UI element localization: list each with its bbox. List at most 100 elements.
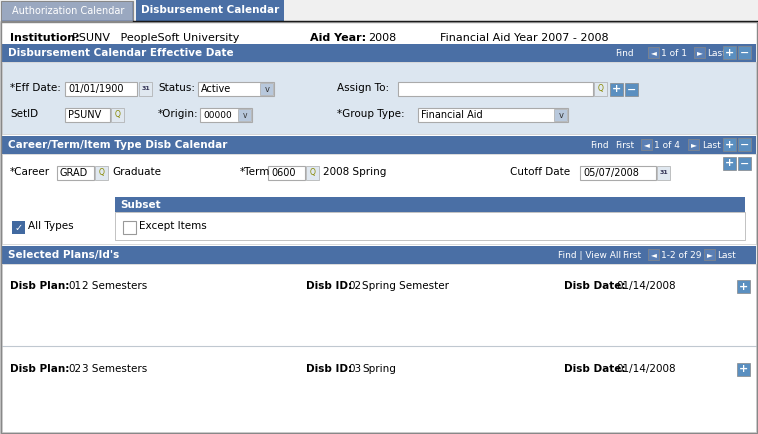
Text: +: + [739, 365, 748, 375]
Text: Aid Year:: Aid Year: [310, 33, 366, 43]
Text: Authorization Calendar: Authorization Calendar [12, 6, 124, 16]
Bar [306, 166, 319, 180]
Bar [723, 157, 736, 170]
Text: ✓: ✓ [14, 223, 23, 233]
Bar [594, 82, 607, 96]
Bar [268, 166, 305, 180]
Bar [57, 166, 94, 180]
Text: 2008 Spring: 2008 Spring [323, 167, 387, 177]
Text: Disb Plan:: Disb Plan: [10, 364, 70, 374]
Text: First: First [615, 141, 634, 149]
Bar [737, 363, 750, 376]
Text: Q: Q [309, 168, 315, 178]
Text: *Group Type:: *Group Type: [337, 109, 405, 119]
Text: −: − [627, 85, 636, 95]
Text: ◄: ◄ [650, 250, 656, 259]
Text: Status:: Status: [158, 83, 195, 93]
Text: ►: ► [691, 140, 697, 149]
Text: Disbursement Calendar: Disbursement Calendar [141, 5, 279, 15]
Text: ◄: ◄ [650, 48, 656, 57]
Bar [111, 108, 124, 122]
Text: Last: Last [707, 49, 725, 57]
Text: Disb Date:: Disb Date: [564, 364, 625, 374]
Bar [554, 109, 567, 121]
Text: Find: Find [615, 49, 634, 57]
Text: SetID: SetID [10, 109, 38, 119]
Text: Find | View All: Find | View All [558, 250, 621, 260]
Text: Institution:: Institution: [10, 33, 80, 43]
Bar [625, 83, 638, 96]
Bar [65, 108, 110, 122]
Text: Q: Q [99, 168, 105, 178]
Text: All Types: All Types [28, 221, 74, 231]
Text: 31: 31 [659, 171, 668, 175]
Text: −: − [740, 158, 749, 168]
Bar [641, 139, 652, 150]
Bar [738, 46, 751, 59]
Bar [1, 1, 133, 21]
Text: Subset: Subset [120, 200, 161, 210]
Text: PSUNV: PSUNV [68, 110, 102, 120]
Text: Disb Date:: Disb Date: [564, 281, 625, 291]
Text: 01/14/2008: 01/14/2008 [616, 281, 675, 291]
Text: Assign To:: Assign To: [337, 83, 389, 93]
Bar [694, 47, 705, 58]
Text: 2008: 2008 [368, 33, 396, 43]
Text: +: + [725, 47, 735, 57]
Text: Active: Active [201, 84, 231, 94]
Bar [136, 0, 284, 21]
Text: +: + [612, 85, 621, 95]
Bar [723, 138, 736, 151]
Text: Last: Last [702, 141, 721, 149]
Bar [139, 82, 152, 96]
Text: Disb ID:: Disb ID: [306, 281, 352, 291]
Bar [580, 166, 656, 180]
Text: Disb ID:: Disb ID: [306, 364, 352, 374]
Text: Cutoff Date: Cutoff Date [510, 167, 570, 177]
Bar [738, 157, 751, 170]
Bar [610, 83, 623, 96]
Bar [2, 136, 756, 154]
Bar [648, 249, 659, 260]
Bar [723, 46, 736, 59]
Text: 02: 02 [68, 364, 81, 374]
Text: Graduate: Graduate [112, 167, 161, 177]
Bar [657, 166, 670, 180]
Text: +: + [725, 158, 735, 168]
Text: 2 Semesters: 2 Semesters [82, 281, 147, 291]
Text: ►: ► [697, 48, 703, 57]
Text: 01/01/1900: 01/01/1900 [68, 84, 124, 94]
Text: *Term: *Term [240, 167, 271, 177]
Bar [648, 47, 659, 58]
Bar [738, 138, 751, 151]
Text: 31: 31 [141, 86, 150, 92]
Text: *Career: *Career [10, 167, 50, 177]
Text: Q: Q [597, 85, 603, 93]
Text: 3 Semesters: 3 Semesters [82, 364, 147, 374]
Text: ►: ► [706, 250, 713, 259]
Text: First: First [622, 250, 641, 260]
Text: −: − [740, 139, 749, 149]
Text: *Eff Date:: *Eff Date: [10, 83, 61, 93]
Bar [65, 82, 137, 96]
Bar [115, 197, 745, 212]
Text: Last: Last [717, 250, 736, 260]
Text: Spring Semester: Spring Semester [362, 281, 449, 291]
Bar [398, 82, 593, 96]
Bar [688, 139, 699, 150]
Text: Except Items: Except Items [139, 221, 207, 231]
Text: Financial Aid: Financial Aid [421, 110, 483, 120]
Bar [95, 166, 108, 180]
Text: 00000: 00000 [203, 111, 232, 119]
Bar [260, 83, 273, 95]
Text: Financial Aid Year 2007 - 2008: Financial Aid Year 2007 - 2008 [440, 33, 609, 43]
Text: 1 of 1: 1 of 1 [661, 49, 687, 57]
Text: Spring: Spring [362, 364, 396, 374]
Text: +: + [725, 139, 735, 149]
Text: *Origin:: *Origin: [158, 109, 199, 119]
Bar [737, 280, 750, 293]
Text: Career/Term/Item Type Disb Calendar: Career/Term/Item Type Disb Calendar [8, 140, 227, 150]
Bar [2, 246, 756, 264]
Bar [2, 264, 756, 432]
Text: Find: Find [590, 141, 609, 149]
